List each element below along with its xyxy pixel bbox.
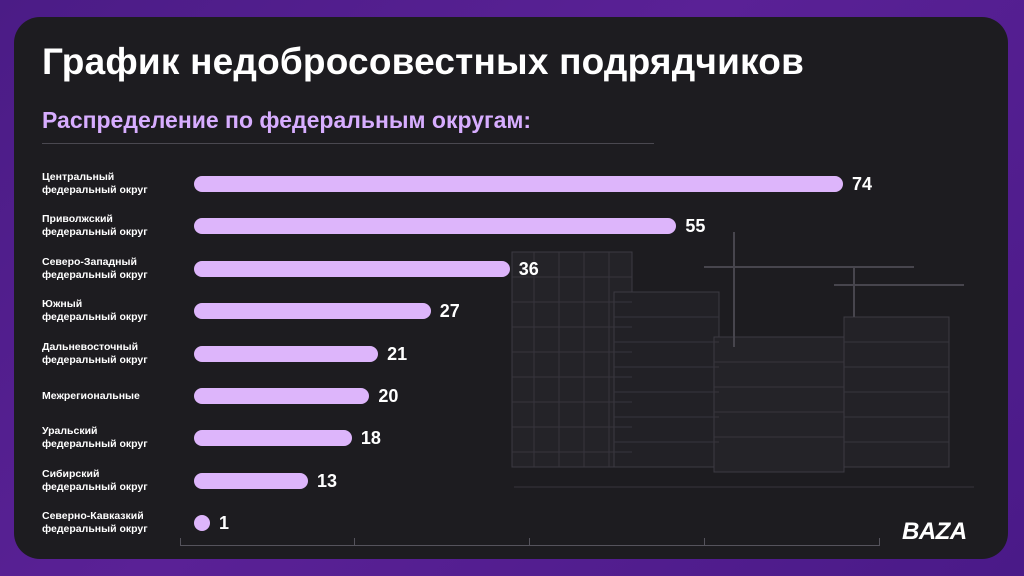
x-axis-tick: [354, 538, 355, 545]
chart-title: График недобросовестных подрядчиков: [42, 41, 805, 82]
data-label: 20: [378, 386, 399, 406]
bar: [194, 176, 843, 192]
x-axis-tick: [879, 538, 880, 545]
x-axis-tick: [704, 538, 705, 545]
category-label: Дальневосточный федеральный округ: [42, 340, 148, 366]
category-label: Северо-Западный федеральный округ: [42, 255, 148, 281]
category-label: Южный федеральный округ: [42, 298, 148, 324]
category-label: Уральский федеральный округ: [42, 425, 148, 451]
data-label: 27: [439, 301, 460, 322]
x-axis-line: [180, 545, 880, 546]
data-label: 18: [360, 428, 381, 449]
data-label: 1: [219, 513, 230, 534]
data-label: 21: [387, 343, 408, 364]
category-label: Северно-Кавказкий федеральный округ: [42, 510, 148, 536]
category-label: Центральный федеральный округ: [42, 171, 148, 196]
baza-logo: BAZA: [902, 518, 967, 545]
data-label: 13: [317, 470, 338, 491]
bar: [194, 303, 431, 320]
bar: [194, 345, 379, 362]
x-axis-tick: [180, 538, 181, 545]
bar: [194, 388, 370, 404]
chart-subtitle: Распределение по федеральным округам:: [42, 107, 532, 133]
chart-card: График недобросовестных подрядчиков Расп…: [14, 17, 1008, 559]
category-label: Межрегиональные: [42, 389, 140, 402]
bar: [194, 218, 677, 235]
data-label: 74: [852, 174, 873, 194]
category-label: Сибирский федеральный округ: [42, 467, 148, 493]
data-label: 36: [518, 258, 539, 279]
bar: [194, 515, 210, 532]
data-label: 55: [685, 216, 706, 237]
bar: [194, 472, 308, 489]
construction-illustration: [511, 232, 974, 488]
category-label: Приволжский федеральный округ: [42, 213, 148, 239]
subtitle-divider: [42, 143, 654, 144]
bar: [194, 260, 510, 277]
bar: [194, 430, 352, 447]
x-axis-tick: [529, 538, 530, 545]
